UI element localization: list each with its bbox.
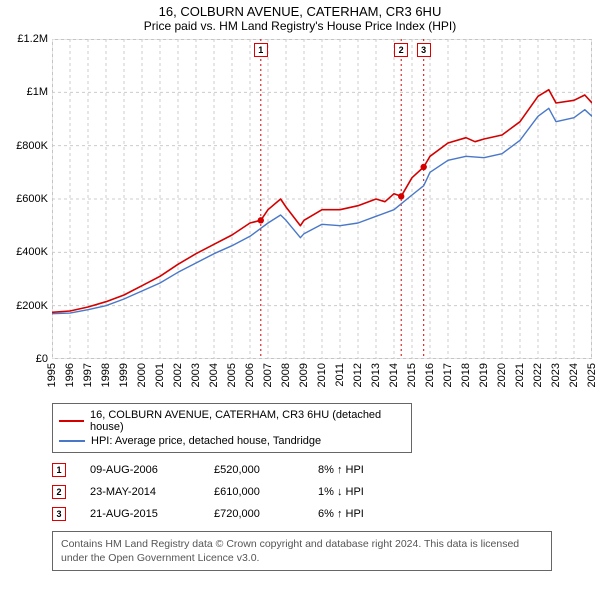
x-axis-labels: 1995199619971998199920002001200220032004…: [52, 359, 592, 399]
x-tick-label: 2015: [406, 363, 418, 387]
x-tick-label: 2018: [460, 363, 472, 387]
event-date: 09-AUG-2006: [90, 464, 190, 476]
event-marker: 1: [52, 463, 66, 477]
legend-swatch: [59, 420, 84, 422]
event-date: 21-AUG-2015: [90, 508, 190, 520]
legend-swatch: [59, 440, 85, 442]
event-price: £610,000: [214, 486, 294, 498]
x-tick-label: 1998: [100, 363, 112, 387]
x-tick-label: 2008: [280, 363, 292, 387]
event-row: 2 23-MAY-2014 £610,000 1% ↓ HPI: [52, 481, 572, 503]
x-tick-label: 1996: [64, 363, 76, 387]
attribution-box: Contains HM Land Registry data © Crown c…: [52, 531, 552, 571]
x-tick-label: 2003: [190, 363, 202, 387]
x-tick-label: 2001: [154, 363, 166, 387]
x-tick-label: 2005: [226, 363, 238, 387]
x-tick-label: 1995: [46, 363, 58, 387]
x-tick-label: 2012: [352, 363, 364, 387]
legend-item: HPI: Average price, detached house, Tand…: [59, 434, 405, 448]
x-tick-label: 2020: [496, 363, 508, 387]
x-tick-label: 2013: [370, 363, 382, 387]
event-callout-marker: 2: [394, 43, 408, 57]
event-row: 3 21-AUG-2015 £720,000 6% ↑ HPI: [52, 503, 572, 525]
x-tick-label: 1999: [118, 363, 130, 387]
y-tick-label: £400K: [16, 246, 48, 258]
x-tick-label: 2000: [136, 363, 148, 387]
event-delta: 1% ↓ HPI: [318, 486, 408, 498]
x-tick-label: 2019: [478, 363, 490, 387]
x-tick-label: 2016: [424, 363, 436, 387]
x-tick-label: 2007: [262, 363, 274, 387]
event-callout-marker: 3: [417, 43, 431, 57]
event-date: 23-MAY-2014: [90, 486, 190, 498]
x-tick-label: 2006: [244, 363, 256, 387]
y-tick-label: £200K: [16, 300, 48, 312]
chart-area: £0£200K£400K£600K£800K£1M£1.2M 123 19951…: [8, 39, 592, 399]
y-tick-label: £800K: [16, 140, 48, 152]
x-tick-label: 2023: [550, 363, 562, 387]
event-price: £720,000: [214, 508, 294, 520]
chart-svg: [52, 39, 592, 359]
legend-box: 16, COLBURN AVENUE, CATERHAM, CR3 6HU (d…: [52, 403, 412, 453]
event-row: 1 09-AUG-2006 £520,000 8% ↑ HPI: [52, 459, 572, 481]
y-tick-label: £1.2M: [17, 33, 48, 45]
x-tick-label: 2002: [172, 363, 184, 387]
x-tick-label: 2024: [568, 363, 580, 387]
chart-container: 16, COLBURN AVENUE, CATERHAM, CR3 6HU Pr…: [0, 0, 600, 590]
event-marker: 2: [52, 485, 66, 499]
x-tick-label: 2009: [298, 363, 310, 387]
chart-subtitle: Price paid vs. HM Land Registry's House …: [8, 19, 592, 33]
legend-label: 16, COLBURN AVENUE, CATERHAM, CR3 6HU (d…: [90, 409, 405, 433]
y-axis-labels: £0£200K£400K£600K£800K£1M£1.2M: [8, 39, 52, 359]
x-tick-label: 2011: [334, 363, 346, 387]
legend-item: 16, COLBURN AVENUE, CATERHAM, CR3 6HU (d…: [59, 408, 405, 434]
event-delta: 8% ↑ HPI: [318, 464, 408, 476]
event-delta: 6% ↑ HPI: [318, 508, 408, 520]
x-tick-label: 2010: [316, 363, 328, 387]
events-table: 1 09-AUG-2006 £520,000 8% ↑ HPI 2 23-MAY-2014…: [52, 459, 572, 525]
legend-label: HPI: Average price, detached house, Tand…: [91, 435, 321, 447]
x-tick-label: 2025: [586, 363, 598, 387]
x-tick-label: 2017: [442, 363, 454, 387]
chart-title: 16, COLBURN AVENUE, CATERHAM, CR3 6HU: [8, 4, 592, 19]
y-tick-label: £600K: [16, 193, 48, 205]
event-marker: 3: [52, 507, 66, 521]
x-tick-label: 2004: [208, 363, 220, 387]
x-tick-label: 2022: [532, 363, 544, 387]
event-price: £520,000: [214, 464, 294, 476]
plot-area: 1 23: [52, 39, 592, 359]
x-tick-label: 1997: [82, 363, 94, 387]
y-tick-label: £1M: [27, 86, 48, 98]
x-tick-label: 2021: [514, 363, 526, 387]
x-tick-label: 2014: [388, 363, 400, 387]
event-callout-marker: 1: [254, 43, 268, 57]
